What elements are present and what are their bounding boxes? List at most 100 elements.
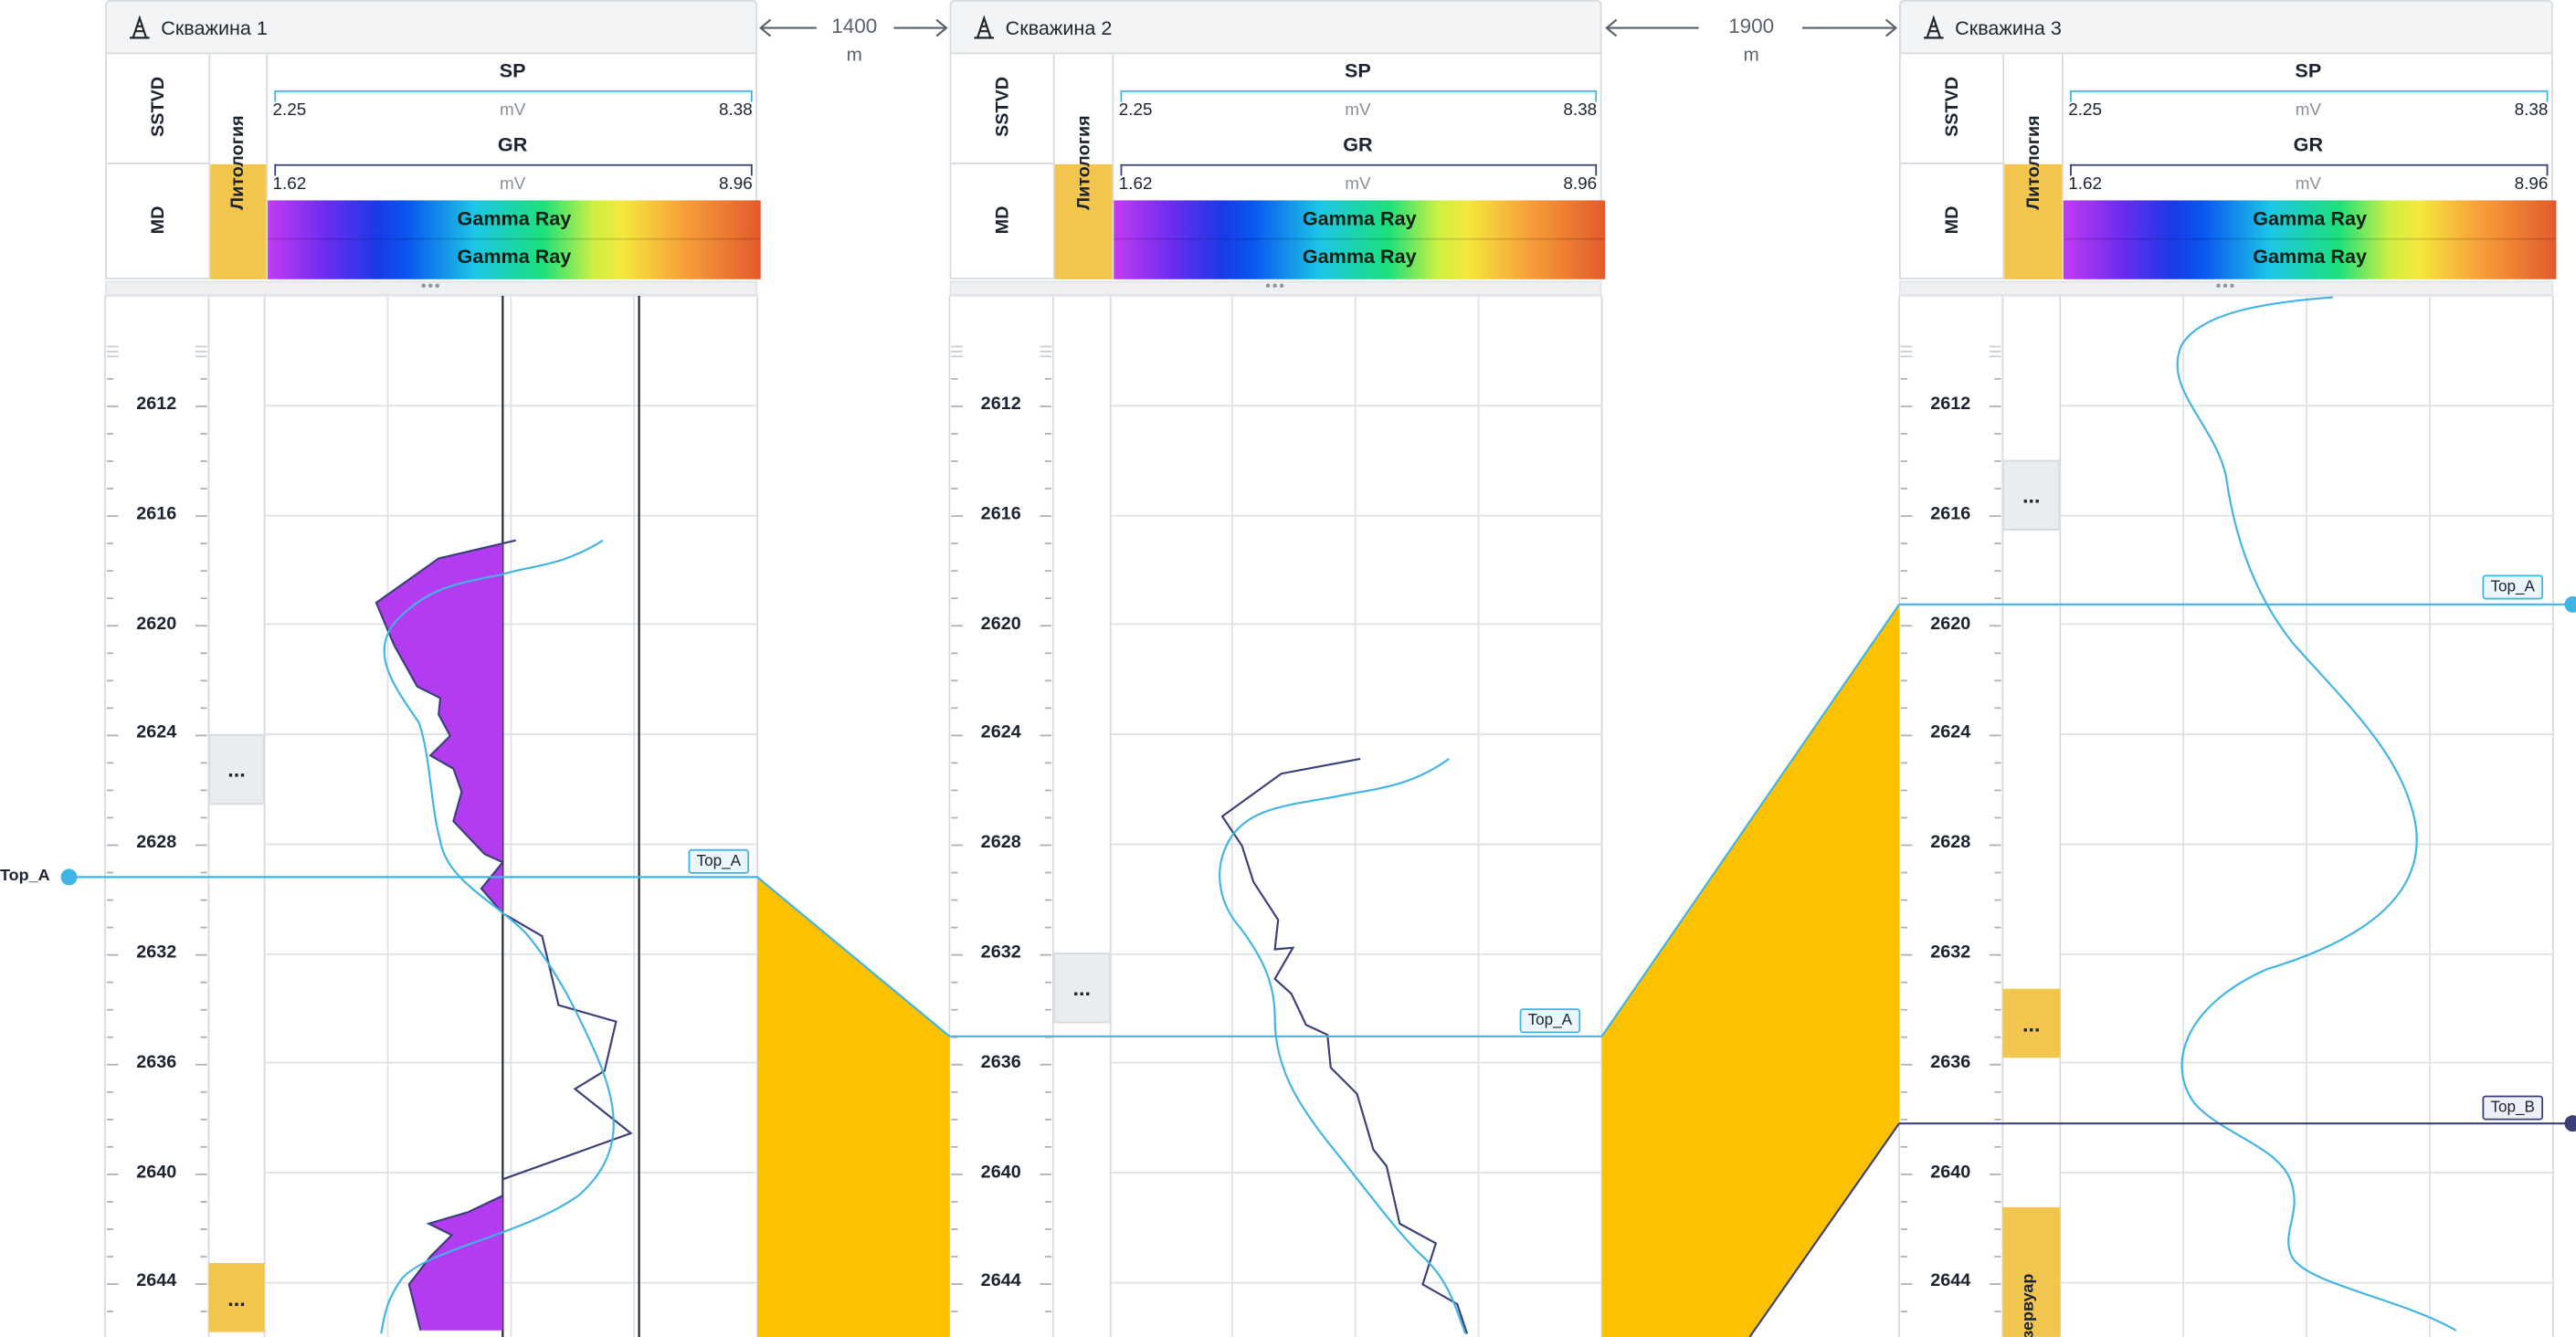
- depth-label: 2632: [980, 942, 1021, 963]
- depth-label: 2636: [1930, 1052, 1971, 1073]
- gr-curve-title: GR: [497, 132, 528, 156]
- depth-label: 2612: [1930, 394, 1971, 415]
- well-3-body: [1898, 295, 2554, 1337]
- resize-handle[interactable]: •••: [105, 279, 758, 296]
- resize-handle[interactable]: •••: [1899, 279, 2553, 296]
- gr-unit: mV: [499, 174, 526, 195]
- depth-label: 2616: [136, 503, 177, 524]
- depth-label: 2632: [1930, 942, 1971, 963]
- depth-label: 2644: [136, 1271, 177, 1292]
- gr-fill-lower: [408, 1195, 503, 1331]
- sstvd-label: SSTVD: [148, 76, 169, 137]
- depth-label: 2628: [1930, 833, 1971, 853]
- sp-curve: [2176, 296, 2457, 1332]
- gr-curve: [1220, 757, 1469, 1334]
- oil-rig-icon: [1924, 14, 1944, 38]
- well-title: Скважина 2: [1005, 16, 1113, 39]
- md-label: MD: [1942, 205, 1963, 235]
- sp-curve: [1219, 758, 1467, 1334]
- well-2-body: [948, 295, 1603, 1337]
- sp-max: 8.38: [2514, 100, 2549, 121]
- oil-rig-icon: [974, 14, 995, 38]
- well-2-header[interactable]: Скважина 2: [949, 0, 1602, 55]
- depth-label: 2628: [980, 833, 1021, 853]
- depth-label: 2624: [1930, 723, 1971, 743]
- sp-curve-title: SP: [1345, 58, 1371, 82]
- lithology-block[interactable]: ...: [208, 1263, 265, 1332]
- lithology-label: Литология: [2023, 115, 2044, 210]
- gr-curve: [375, 539, 633, 1332]
- reservoir-label: езервуар: [2020, 1273, 2039, 1337]
- sp-curve: [380, 539, 615, 1334]
- top-a-link-1-2: [756, 876, 951, 1037]
- top-b-tag[interactable]: Top_B: [2482, 1095, 2543, 1121]
- top-a-tag[interactable]: Top_A: [1519, 1008, 1581, 1034]
- top-a-tag[interactable]: Top_A: [688, 848, 749, 874]
- well-3-track-header: SSTVD MD Литология SP 2.25 mV 8.38 GR 1.…: [1899, 54, 2557, 279]
- sstvd-label: SSTVD: [1942, 76, 1963, 137]
- sp-min: 2.25: [1118, 100, 1153, 121]
- lithology-block[interactable]: ...: [1052, 953, 1111, 1024]
- md-label: MD: [148, 205, 169, 235]
- correlation-band-1-2: [757, 877, 950, 1337]
- depth-label: 2620: [136, 613, 177, 634]
- oil-rig-icon: [130, 14, 150, 38]
- depth-label: 2636: [980, 1052, 1021, 1073]
- well-1-track-header: SSTVD MD Литология SP 2.25 mV 8.38 GR 1.…: [105, 54, 761, 279]
- depth-label: 2612: [980, 394, 1021, 415]
- top-a-side-label[interactable]: Top_A: [0, 867, 50, 886]
- lithology-label: Литология: [1074, 115, 1094, 210]
- lithology-block[interactable]: ...: [2002, 459, 2061, 531]
- sp-min: 2.25: [2068, 100, 2103, 121]
- sp-curve-title: SP: [499, 58, 526, 82]
- gradient-label: Gamma Ray: [457, 206, 572, 230]
- gr-curve-title: GR: [1343, 132, 1373, 156]
- gr-max: 8.96: [718, 174, 753, 195]
- correlation-band-2-3: [1601, 604, 1900, 1337]
- gradient-label: Gamma Ray: [2253, 244, 2368, 268]
- gradient-label: Gamma Ray: [1302, 206, 1417, 230]
- gr-min: 1.62: [272, 174, 307, 195]
- top-a-tag[interactable]: Top_A: [2482, 574, 2543, 600]
- sp-max: 8.38: [1563, 100, 1598, 121]
- md-label: MD: [993, 205, 1013, 235]
- top-a-marker-left: [60, 869, 78, 886]
- gradient-label: Gamma Ray: [2253, 206, 2368, 230]
- well-1-body: [104, 295, 758, 1337]
- lithology-block[interactable]: ...: [208, 733, 265, 805]
- distance-1-2-unit: m: [846, 46, 862, 66]
- top-a-link-2-3: [1600, 604, 1900, 1037]
- depth-label: 2620: [1930, 613, 1971, 634]
- resize-handle[interactable]: •••: [949, 279, 1602, 296]
- well-title: Скважина 3: [1955, 16, 2062, 39]
- depth-label: 2632: [136, 942, 177, 963]
- depth-label: 2616: [980, 503, 1021, 524]
- gr-unit: mV: [1345, 174, 1371, 195]
- lithology-label: Литология: [227, 115, 248, 210]
- gr-min: 1.62: [2068, 174, 2103, 195]
- distance-2-3-unit: m: [1743, 46, 1759, 66]
- sstvd-label: SSTVD: [993, 76, 1013, 137]
- well-title: Скважина 1: [161, 16, 268, 39]
- top-a-marker-right: [2564, 595, 2576, 613]
- depth-label: 2636: [136, 1052, 177, 1073]
- sp-curve-title: SP: [2295, 58, 2322, 82]
- gr-fill-upper: [375, 543, 503, 912]
- gamma-ray-gradient: Gamma Ray Gamma Ray: [1114, 200, 1606, 279]
- well-1-header[interactable]: Скважина 1: [105, 0, 758, 55]
- gradient-label: Gamma Ray: [457, 244, 572, 268]
- sp-unit: mV: [499, 100, 526, 121]
- lithology-block[interactable]: ...: [2002, 988, 2061, 1058]
- well-2-track-header: SSTVD MD Литология SP 2.25 mV 8.38 GR 1.…: [949, 54, 1606, 279]
- lithology-reservoir-block[interactable]: езервуар: [2002, 1206, 2061, 1337]
- distance-1-2-value: 1400: [831, 15, 878, 38]
- sp-unit: mV: [1345, 100, 1371, 121]
- top-b-link-2-3: [1748, 1122, 1900, 1337]
- depth-label: 2640: [1930, 1162, 1971, 1183]
- well-3-header[interactable]: Скважина 3: [1899, 0, 2553, 55]
- gamma-ray-gradient: Gamma Ray Gamma Ray: [268, 200, 761, 279]
- depth-label: 2644: [980, 1271, 1021, 1292]
- gr-curve-title: GR: [2293, 132, 2324, 156]
- top-b-marker-right: [2564, 1115, 2576, 1132]
